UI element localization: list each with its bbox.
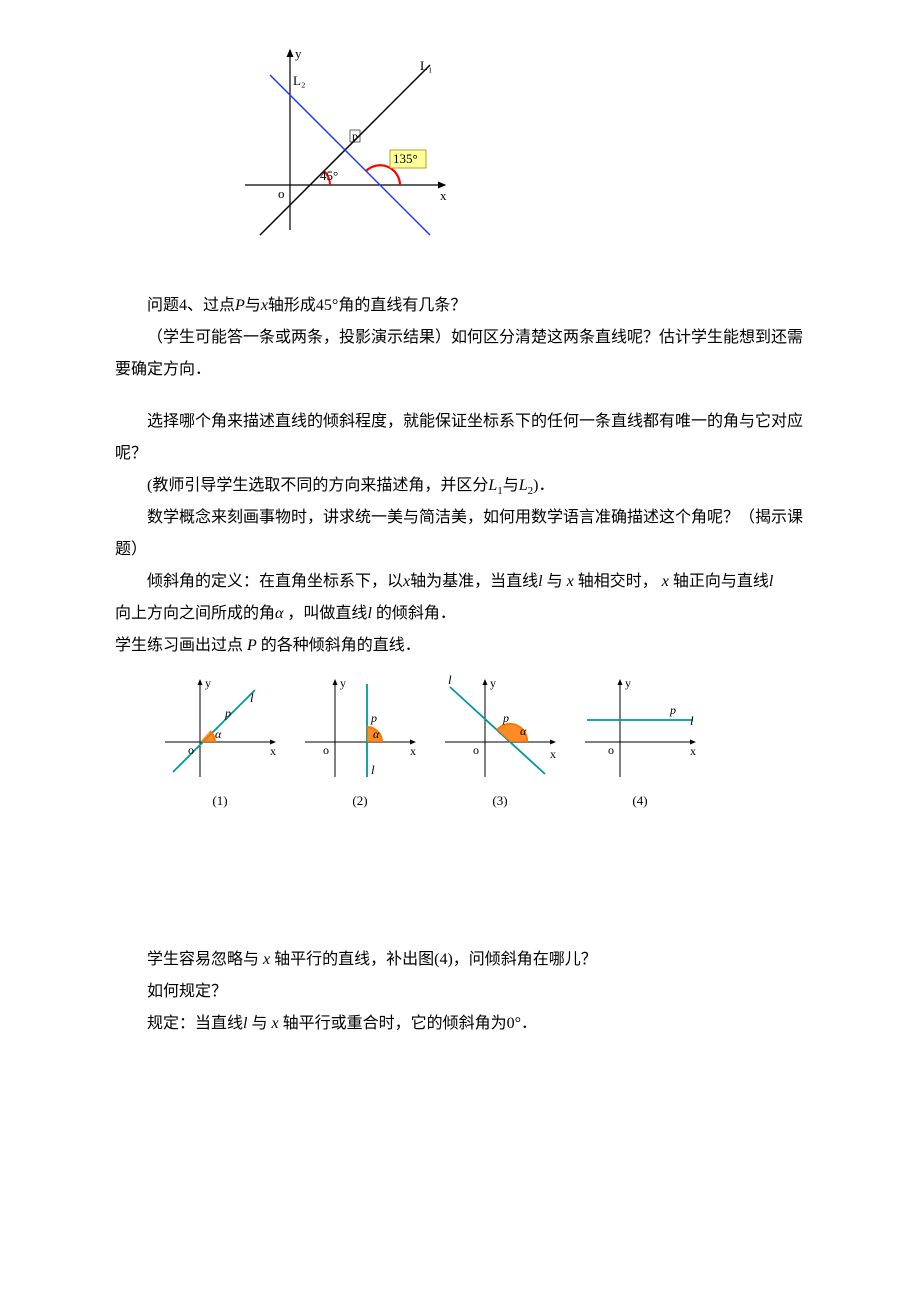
- var-x: x: [662, 573, 669, 590]
- text: 轴平行或重合时，它的倾斜角为0°．: [279, 1015, 537, 1032]
- var-x: x: [567, 573, 574, 590]
- paragraph-how-define: 如何规定？: [115, 976, 805, 1008]
- caption-2: (2): [295, 788, 425, 814]
- svg-text:l: l: [448, 672, 452, 687]
- svg-text:α: α: [520, 724, 527, 738]
- text: 轴平行的直线，补出图(4)，问倾斜角在哪儿？: [270, 951, 597, 968]
- svg-text:y: y: [340, 676, 346, 690]
- svg-text:l: l: [250, 690, 254, 705]
- text: 选择哪个角来描述直线的倾斜程度，就能保证坐标系下的任何一条直线都有唯一的角与它对…: [115, 413, 803, 462]
- svg-text:x: x: [690, 744, 696, 758]
- var-P: P: [235, 297, 245, 314]
- text: 轴为基准，当直线: [410, 573, 538, 590]
- diagram-4: o x y p l (4): [575, 672, 705, 814]
- var-x: x: [271, 1015, 278, 1032]
- svg-text:o: o: [323, 743, 329, 757]
- svg-text:y: y: [625, 676, 631, 690]
- svg-text:p: p: [224, 706, 231, 720]
- svg-text:l: l: [690, 713, 694, 728]
- top-diagram: 45° 135° p o x y L₁ L₂: [235, 40, 465, 240]
- svg-text:x: x: [440, 188, 447, 203]
- paragraph-practice: 学生练习画出过点 P 的各种倾斜角的直线．: [115, 630, 805, 662]
- text: 轴相交时，: [574, 573, 662, 590]
- caption-1: (1): [155, 788, 285, 814]
- caption-3: (3): [435, 788, 565, 814]
- svg-text:l: l: [371, 762, 375, 777]
- svg-text:y: y: [295, 46, 302, 61]
- svg-text:135°: 135°: [393, 151, 418, 166]
- diagram-2: o x y p l α (2): [295, 672, 425, 814]
- svg-text:o: o: [188, 743, 194, 757]
- text: 与: [247, 1015, 271, 1032]
- var-L2: L: [519, 477, 528, 494]
- svg-text:45°: 45°: [320, 168, 338, 183]
- paragraph-rule: 规定：当直线l 与 x 轴平行或重合时，它的倾斜角为0°．: [115, 1008, 805, 1040]
- text: 轴正向与直线: [669, 573, 769, 590]
- top-diagram-container: 45° 135° p o x y L₁ L₂: [235, 40, 805, 240]
- text: 的倾斜角．: [372, 605, 456, 622]
- text: (教师引导学生选取不同的方向来描述角，并区分: [147, 477, 488, 494]
- paragraph-teacher-guide: (教师引导学生选取不同的方向来描述角，并区分L1与L2)．: [115, 470, 805, 502]
- text: ，叫做直线: [283, 605, 367, 622]
- svg-text:o: o: [608, 743, 614, 757]
- svg-text:p: p: [352, 129, 358, 143]
- text: 如何规定？: [147, 983, 227, 1000]
- var-L1: L: [488, 477, 497, 494]
- text: 与: [503, 477, 519, 494]
- text: 的各种倾斜角的直线．: [257, 637, 421, 654]
- svg-text:p: p: [502, 711, 509, 725]
- text: （学生可能答一条或两条，投影演示结果）如何区分清楚这两条直线呢？估计学生能想到还…: [115, 329, 803, 378]
- svg-text:p: p: [370, 711, 377, 725]
- paragraph-q4: 问题4、过点P与x轴形成45°角的直线有几条？: [115, 290, 805, 322]
- svg-text:x: x: [410, 744, 416, 758]
- small-diagrams-row: o x y p l α (1) o x y p l α: [155, 672, 805, 814]
- svg-text:L₂: L₂: [293, 73, 305, 88]
- paragraph-students-answer: （学生可能答一条或两条，投影演示结果）如何区分清楚这两条直线呢？估计学生能想到还…: [115, 322, 805, 386]
- paragraph-which-angle: 选择哪个角来描述直线的倾斜程度，就能保证坐标系下的任何一条直线都有唯一的角与它对…: [115, 406, 805, 470]
- text: 规定：当直线: [147, 1015, 243, 1032]
- text: 数学概念来刻画事物时，讲求统一美与简洁美，如何用数学语言准确描述这个角呢？（揭示…: [115, 509, 803, 558]
- svg-text:x: x: [550, 747, 556, 761]
- svg-text:y: y: [490, 676, 496, 690]
- diagram-3: o x y p l α (3): [435, 672, 565, 814]
- svg-text:o: o: [473, 743, 479, 757]
- text: 与: [245, 297, 261, 314]
- text: 倾斜角的定义：在直角坐标系下，以: [147, 573, 403, 590]
- svg-text:α: α: [215, 727, 222, 741]
- text: 学生容易忽略与: [147, 951, 263, 968]
- text: 学生练习画出过点: [115, 637, 247, 654]
- paragraph-parallel-line: 学生容易忽略与 x 轴平行的直线，补出图(4)，问倾斜角在哪儿？: [115, 944, 805, 976]
- diagram-1: o x y p l α (1): [155, 672, 285, 814]
- svg-text:p: p: [669, 703, 676, 717]
- caption-4: (4): [575, 788, 705, 814]
- svg-text:L₁: L₁: [420, 58, 432, 73]
- var-x: x: [261, 297, 268, 314]
- var-P: P: [247, 637, 257, 654]
- text: 轴形成45°角的直线有几条？: [268, 297, 466, 314]
- text: 问题4、过点: [147, 297, 235, 314]
- svg-text:x: x: [270, 744, 276, 758]
- paragraph-definition-2: 向上方向之间所成的角α ，叫做直线l 的倾斜角．: [115, 598, 805, 630]
- text: )．: [533, 477, 554, 494]
- svg-text:α: α: [373, 727, 380, 741]
- svg-text:o: o: [278, 186, 285, 201]
- paragraph-definition: 倾斜角的定义：在直角坐标系下，以x轴为基准，当直线l 与 x 轴相交时， x 轴…: [115, 566, 805, 598]
- text: 与: [543, 573, 567, 590]
- paragraph-math-concept: 数学概念来刻画事物时，讲求统一美与简洁美，如何用数学语言准确描述这个角呢？（揭示…: [115, 502, 805, 566]
- text: 向上方向之间所成的角: [115, 605, 275, 622]
- var-l: l: [769, 573, 773, 590]
- svg-text:y: y: [205, 676, 211, 690]
